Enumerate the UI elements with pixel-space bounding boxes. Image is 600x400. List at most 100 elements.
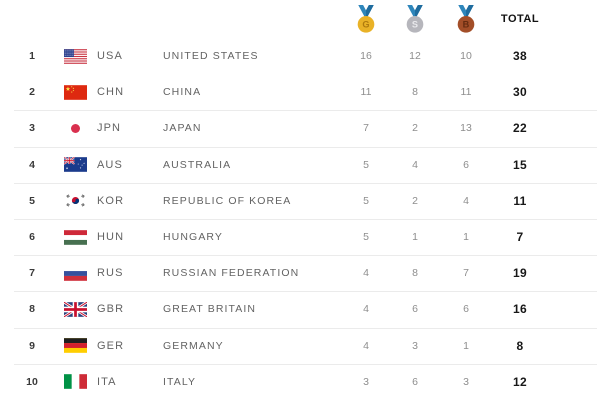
silver-count-cell: 1 — [412, 231, 418, 244]
silver-count-cell: 2 — [412, 194, 418, 207]
flag-ger-icon — [64, 338, 87, 353]
country-name-cell: REPUBLIC OF KOREA — [163, 194, 292, 207]
medal-ribbon-shade — [466, 4, 474, 19]
country-code-cell: ITA — [97, 375, 117, 388]
rank-cell: 2 — [29, 86, 35, 99]
flag-chn-icon — [64, 84, 87, 100]
gold-column-header[interactable]: G — [344, 4, 388, 34]
flag-ita-icon — [64, 374, 87, 390]
bronze-count-cell: 3 — [463, 375, 469, 388]
rank-cell: 3 — [29, 122, 35, 135]
gold-count-cell: 11 — [360, 86, 372, 99]
total-count-cell: 11 — [513, 193, 527, 208]
gold-count-cell: 5 — [363, 231, 369, 244]
total-count-cell: 8 — [516, 338, 524, 353]
silver-medal-icon: S — [406, 4, 424, 33]
medal-ribbon-shade — [366, 4, 374, 19]
gold-count-cell: 4 — [363, 339, 369, 352]
country-name-cell: HUNGARY — [163, 231, 224, 244]
table-row[interactable]: 5 KOR REPUBLIC OF KOREA 5 2 4 11 — [0, 182, 600, 219]
silver-count-cell: 12 — [409, 50, 421, 63]
table-row[interactable]: 4 AUS AUSTRALIA 5 4 6 15 — [0, 146, 600, 183]
silver-count-cell: 6 — [412, 375, 418, 388]
silver-count-cell: 8 — [412, 86, 418, 99]
country-flag-icon — [64, 48, 87, 64]
bronze-count-cell: 6 — [463, 158, 469, 171]
total-count-cell: 22 — [513, 121, 527, 136]
country-name-cell: ITALY — [163, 375, 197, 388]
total-count-cell: 7 — [516, 230, 524, 245]
table-row[interactable]: 2 CHN CHINA 11 8 11 30 — [0, 74, 600, 110]
country-code-cell: HUN — [97, 231, 125, 244]
table-row[interactable]: 3 JPN JAPAN 7 2 13 22 — [0, 110, 600, 146]
country-code-cell: KOR — [97, 194, 125, 207]
silver-column-header[interactable]: S — [393, 4, 437, 34]
country-code-cell: GBR — [97, 303, 125, 316]
silver-count-cell: 4 — [412, 158, 418, 171]
total-count-cell: 30 — [513, 85, 527, 100]
country-flag-icon — [64, 121, 87, 136]
country-flag-icon — [64, 157, 87, 172]
medal-letter: G — [362, 19, 369, 29]
gold-count-cell: 4 — [363, 267, 369, 280]
rank-cell: 4 — [29, 158, 35, 171]
bronze-count-cell: 1 — [463, 339, 469, 352]
country-name-cell: RUSSIAN FEDERATION — [163, 267, 300, 280]
gold-count-cell: 5 — [363, 158, 369, 171]
table-row[interactable]: 7 RUS RUSSIAN FEDERATION 4 8 7 19 — [0, 255, 600, 291]
medal-disc — [406, 15, 424, 33]
rank-cell: 7 — [29, 267, 35, 280]
table-row[interactable]: 6 HUN HUNGARY 5 1 1 7 — [0, 218, 600, 255]
gold-count-cell: 3 — [363, 375, 369, 388]
country-name-cell: CHINA — [163, 86, 202, 99]
rank-cell: 5 — [29, 194, 35, 207]
flag-jpn-icon — [64, 121, 87, 136]
country-flag-icon — [64, 229, 87, 245]
table-header-row: G S B TOTAL — [0, 0, 600, 38]
total-column-header[interactable]: TOTAL — [500, 13, 540, 25]
table-row[interactable]: 1 USA UNITED STATES 16 12 10 38 — [0, 38, 600, 74]
medal-disc — [357, 15, 375, 33]
total-count-cell: 16 — [513, 302, 527, 317]
silver-count-cell: 8 — [412, 267, 418, 280]
flag-usa-icon — [64, 48, 87, 64]
silver-count-cell: 3 — [412, 339, 418, 352]
rank-cell: 1 — [29, 50, 35, 63]
country-flag-icon — [64, 374, 87, 390]
country-flag-icon — [64, 265, 87, 281]
bronze-column-header[interactable]: B — [444, 4, 488, 34]
country-code-cell: RUS — [97, 267, 124, 280]
rank-cell: 6 — [29, 231, 35, 244]
country-flag-icon — [64, 301, 87, 317]
rank-cell: 9 — [29, 339, 35, 352]
bronze-count-cell: 10 — [460, 50, 472, 63]
country-flag-icon — [64, 338, 87, 353]
bronze-count-cell: 7 — [463, 267, 469, 280]
bronze-count-cell: 6 — [463, 303, 469, 316]
medal-letter: B — [463, 19, 470, 29]
country-name-cell: JAPAN — [163, 122, 202, 135]
bronze-count-cell: 11 — [460, 86, 472, 99]
table-row[interactable]: 10 ITA ITALY 3 6 3 12 — [0, 363, 600, 400]
medal-letter: S — [412, 19, 418, 29]
medal-disc — [457, 15, 475, 33]
flag-aus-icon — [64, 157, 87, 172]
country-flag-icon — [64, 193, 87, 209]
rank-cell: 8 — [29, 303, 35, 316]
country-name-cell: AUSTRALIA — [163, 158, 232, 171]
flag-hun-icon — [64, 229, 87, 245]
bronze-count-cell: 13 — [460, 122, 472, 135]
rank-cell: 10 — [26, 375, 38, 388]
table-row[interactable]: 8 GBR GREAT BRITAIN 4 6 6 16 — [0, 291, 600, 327]
table-row[interactable]: 9 GER GERMANY 4 3 1 8 — [0, 327, 600, 364]
country-code-cell: JPN — [97, 122, 122, 135]
total-count-cell: 38 — [513, 49, 527, 64]
bronze-count-cell: 4 — [463, 194, 469, 207]
silver-count-cell: 2 — [412, 122, 418, 135]
medal-ribbon-shade — [415, 4, 423, 19]
silver-count-cell: 6 — [412, 303, 418, 316]
total-count-cell: 19 — [513, 266, 527, 281]
gold-count-cell: 16 — [360, 50, 372, 63]
country-name-cell: GERMANY — [163, 339, 224, 352]
